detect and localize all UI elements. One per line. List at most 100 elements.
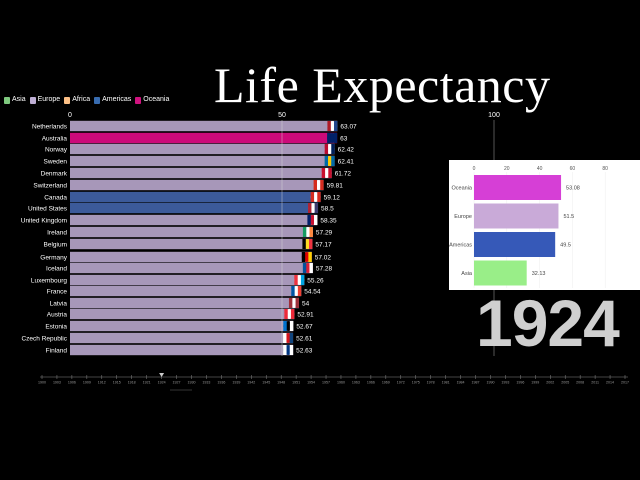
timeline-year-label: 1987 bbox=[472, 381, 480, 385]
inset-tick-label: 60 bbox=[570, 166, 576, 172]
value-label: 52.67 bbox=[296, 324, 313, 331]
legend-label: Africa bbox=[72, 96, 91, 103]
timeline-year-label: 2005 bbox=[561, 381, 569, 385]
flag-stripe bbox=[320, 180, 324, 190]
flag-stripe bbox=[288, 298, 293, 308]
timeline-year-label: 1930 bbox=[187, 381, 195, 385]
flag-stripe bbox=[289, 333, 294, 343]
timeline-year-label: 1954 bbox=[307, 381, 315, 385]
value-label: 61.72 bbox=[335, 171, 352, 178]
timeline-year-label: 1933 bbox=[202, 381, 210, 385]
country-label: Belgium bbox=[44, 242, 67, 249]
bar-finland bbox=[70, 344, 294, 356]
value-label: 63 bbox=[340, 136, 348, 143]
bar-ireland bbox=[70, 226, 313, 238]
flag-stripe bbox=[308, 203, 312, 213]
flag-stripe bbox=[314, 215, 318, 225]
legend-label: Americas bbox=[102, 96, 132, 103]
legend-item-asia[interactable]: Asia bbox=[4, 96, 26, 104]
legend-swatch bbox=[64, 96, 71, 104]
flag-stripe bbox=[283, 333, 287, 343]
timeline-handle[interactable] bbox=[159, 373, 165, 377]
value-label: 52.91 bbox=[297, 312, 314, 319]
country-label: Finland bbox=[46, 348, 68, 355]
flag-icon bbox=[327, 121, 338, 131]
inset-tick-label: 80 bbox=[602, 166, 608, 172]
value-label: 59.12 bbox=[324, 195, 341, 202]
timeline-year-label: 1915 bbox=[113, 381, 121, 385]
value-label: 52.61 bbox=[296, 336, 313, 343]
flag-icon bbox=[313, 180, 324, 190]
flag-icon bbox=[291, 286, 302, 296]
bar-latvia bbox=[70, 297, 299, 309]
country-label: Sweden bbox=[44, 159, 68, 166]
timeline-year-label: 1960 bbox=[337, 381, 345, 385]
legend-item-africa[interactable]: Africa bbox=[64, 96, 90, 104]
bar-belgium bbox=[70, 238, 313, 250]
legend-item-americas[interactable]: Americas bbox=[94, 96, 131, 104]
value-label: 52.63 bbox=[296, 348, 313, 355]
value-label: 57.29 bbox=[316, 230, 333, 237]
timeline-year-label: 2002 bbox=[546, 381, 554, 385]
timeline-year-label: 1981 bbox=[442, 381, 450, 385]
bar-netherlands bbox=[70, 120, 338, 132]
flag-stripe bbox=[313, 180, 317, 190]
timeline-year-label: 1990 bbox=[486, 381, 494, 385]
continent-inset-chart: 0 20 40 60 80 Oceania 53.08 Europe 51.5 Americas 4… bbox=[449, 160, 640, 290]
value-label: 59.81 bbox=[327, 183, 344, 190]
bar-switzerland bbox=[70, 179, 324, 191]
timeline-year-label: 2017 bbox=[621, 381, 629, 385]
flag-stripe bbox=[331, 156, 335, 166]
country-label: Latvia bbox=[50, 301, 68, 308]
country-label: France bbox=[47, 289, 68, 296]
flag-icon bbox=[302, 263, 313, 273]
flag-stripe bbox=[297, 286, 302, 296]
bar-germany bbox=[70, 251, 312, 263]
flag-stripe bbox=[314, 203, 319, 213]
timeline-year-label: 1975 bbox=[412, 381, 420, 385]
inset-category-label: Americas bbox=[449, 243, 472, 249]
flag-stripe bbox=[310, 192, 315, 202]
inset-tick-label: 40 bbox=[537, 166, 543, 172]
timeline-year-label: 1924 bbox=[158, 381, 166, 385]
chart-title: Life Expectancy bbox=[214, 57, 551, 113]
bar-czech-republic bbox=[70, 332, 294, 344]
legend-item-europe[interactable]: Europe bbox=[29, 96, 60, 104]
timeline-year-label: 1948 bbox=[277, 381, 285, 385]
timeline-year-label: 1957 bbox=[322, 381, 330, 385]
inset-value-label: 32.13 bbox=[532, 271, 546, 277]
flag-stripe bbox=[302, 239, 306, 249]
legend-swatch bbox=[94, 96, 101, 104]
country-label: Luxembourg bbox=[31, 278, 68, 285]
current-year: 1924 bbox=[476, 286, 620, 360]
flag-stripe bbox=[324, 156, 329, 166]
timeline-year-label: 1945 bbox=[262, 381, 270, 385]
timeline-year-label: 1939 bbox=[232, 381, 240, 385]
value-label: 62.42 bbox=[338, 147, 355, 154]
flag-stripe bbox=[309, 263, 313, 273]
country-label: United States bbox=[28, 206, 68, 213]
flag-icon bbox=[294, 275, 305, 285]
country-label: Austria bbox=[47, 312, 68, 319]
timeline-year-label: 1921 bbox=[143, 381, 151, 385]
country-label: Switzerland bbox=[33, 183, 67, 190]
legend-item-oceania[interactable]: Oceania bbox=[135, 96, 169, 104]
flag-stripe bbox=[291, 286, 295, 296]
bar-estonia bbox=[70, 320, 294, 332]
value-label: 58.5 bbox=[321, 206, 334, 213]
value-label: 55.26 bbox=[307, 278, 324, 285]
country-label: Estonia bbox=[45, 324, 67, 331]
country-label: Norway bbox=[45, 147, 68, 154]
flag-stripe bbox=[284, 309, 288, 319]
flag-icon bbox=[302, 239, 313, 249]
inset-bar-europe bbox=[474, 203, 559, 229]
flag-stripe bbox=[301, 252, 306, 262]
flag-stripe bbox=[308, 252, 312, 262]
inset-bar-oceania bbox=[474, 175, 562, 200]
flag-icon bbox=[284, 309, 295, 319]
value-label: 62.41 bbox=[338, 159, 355, 166]
flag-stripe bbox=[289, 321, 294, 331]
flag-icon bbox=[308, 203, 319, 213]
flag-stripe bbox=[302, 227, 307, 237]
